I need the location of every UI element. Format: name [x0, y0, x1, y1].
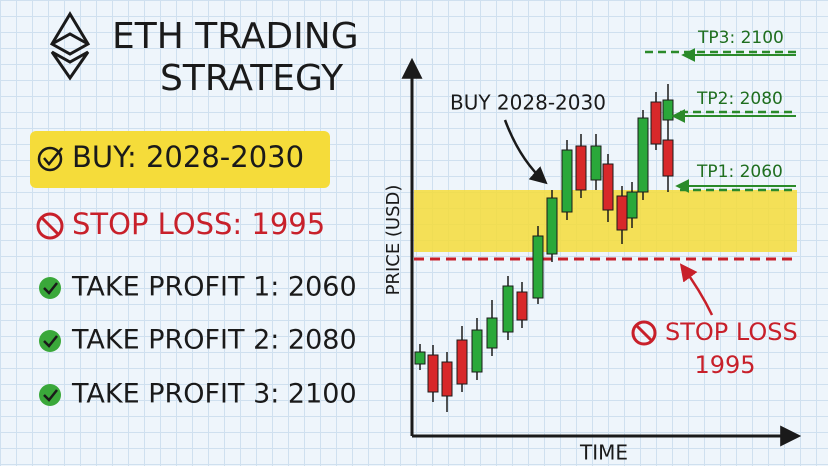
candle-body	[516, 291, 528, 321]
stop-icon	[36, 212, 64, 240]
stop-annotation: 1995	[694, 351, 755, 379]
candle-body	[662, 139, 674, 177]
candle-body	[414, 351, 426, 365]
candle-body	[626, 191, 638, 219]
summary-item: TAKE PROFIT 3: 2100	[71, 379, 357, 410]
candle-body	[650, 101, 662, 145]
candle-body	[637, 117, 649, 193]
stop-icon	[631, 320, 657, 346]
tp-label: TP1: 2060	[696, 162, 783, 182]
summary-item: TAKE PROFIT 2: 2080	[71, 325, 357, 356]
highlight	[30, 131, 330, 188]
candle-body	[546, 197, 558, 255]
candles	[414, 84, 674, 412]
x-axis-label: TIME	[579, 441, 628, 465]
candle-body	[662, 99, 674, 121]
buy-icon	[37, 146, 63, 172]
candle-body	[602, 163, 614, 211]
tp-label: TP2: 2080	[696, 89, 783, 109]
candle-body	[502, 285, 514, 333]
arrow	[503, 119, 548, 185]
check-icon	[39, 384, 61, 406]
tp-label: TP3: 2100	[697, 28, 784, 48]
candle-body	[427, 354, 439, 393]
y-axis-label: PRICE (USD)	[383, 185, 404, 296]
check-icon	[39, 330, 61, 352]
candle-body	[575, 145, 587, 191]
summary-item: BUY: 2028-2030	[72, 140, 304, 174]
candle-body	[471, 329, 483, 373]
candle-body	[590, 145, 602, 181]
candle-body	[616, 195, 628, 231]
check-icon	[39, 277, 61, 299]
candle-body	[532, 235, 544, 299]
candle-body	[486, 317, 498, 349]
eth-logo	[49, 11, 91, 81]
candle-body	[561, 149, 573, 213]
title: ETH TRADING	[112, 16, 359, 57]
arrow	[679, 263, 714, 316]
stop-annotation: STOP LOSS	[665, 318, 798, 346]
summary-item: STOP LOSS: 1995	[72, 207, 325, 241]
candle-body	[441, 361, 453, 397]
annotation: BUY 2028-2030	[450, 91, 606, 115]
candle-body	[456, 339, 468, 385]
title: STRATEGY	[160, 58, 344, 99]
summary-item: TAKE PROFIT 1: 2060	[71, 272, 357, 303]
